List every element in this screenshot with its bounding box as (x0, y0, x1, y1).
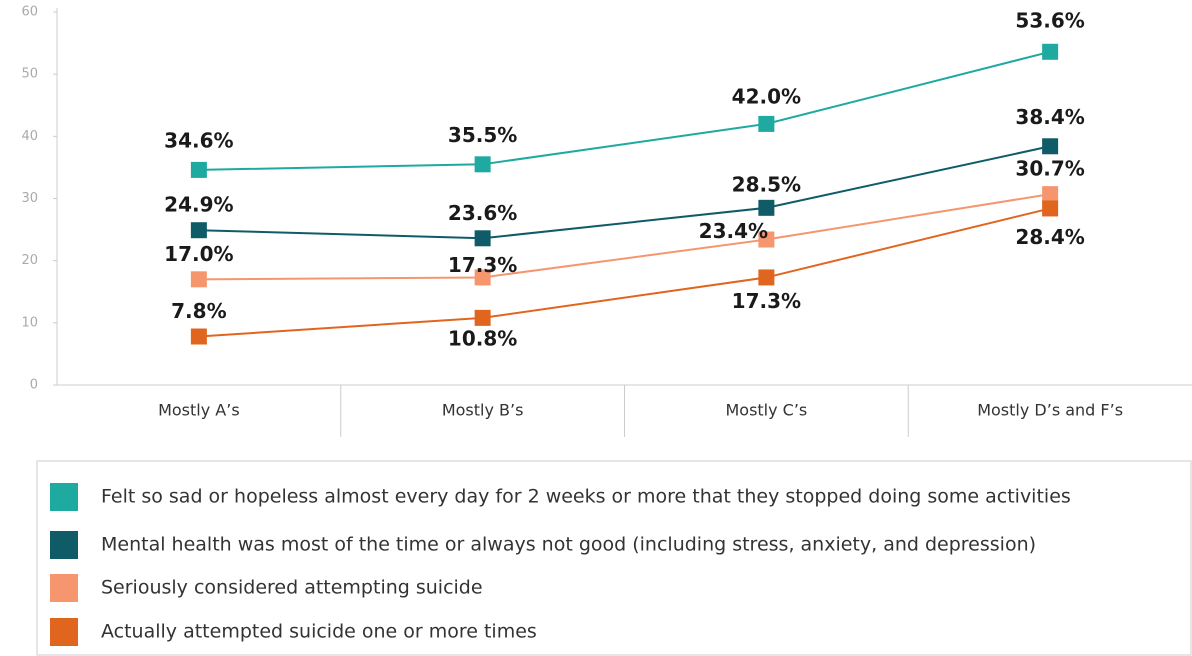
marker (190, 328, 207, 345)
legend-label: Mental health was most of the time or al… (101, 534, 1036, 556)
y-tick-label: 0 (30, 378, 38, 393)
marker (1042, 200, 1059, 217)
marker (474, 156, 491, 173)
legend-box (36, 460, 1192, 656)
marker (758, 231, 775, 248)
marker (474, 269, 491, 286)
y-tick-label: 30 (21, 191, 38, 206)
marker (1042, 138, 1059, 155)
y-tick-label: 50 (21, 67, 38, 82)
marker (1042, 186, 1059, 203)
x-tick-label: Mostly B’s (442, 401, 524, 420)
value-label: 30.7% (1015, 157, 1084, 181)
value-label: 34.6% (164, 128, 233, 152)
legend-swatch (50, 574, 78, 602)
series-line (198, 50, 1051, 171)
legend-swatch (50, 618, 78, 646)
legend-label: Seriously considered attempting suicide (101, 577, 483, 599)
marker (758, 115, 775, 132)
value-label: 23.4% (699, 219, 768, 243)
value-label: 24.9% (164, 193, 233, 217)
value-label: 10.8% (448, 326, 517, 350)
series-line (198, 193, 1051, 281)
y-tick-label: 10 (21, 315, 38, 330)
value-label: 28.4% (1015, 225, 1084, 249)
value-label: 53.6% (1015, 8, 1084, 32)
legend-label: Felt so sad or hopeless almost every day… (101, 486, 1071, 508)
legend-swatch (50, 483, 78, 511)
value-label: 23.6% (448, 201, 517, 225)
series-line (198, 207, 1051, 338)
value-label: 28.5% (732, 172, 801, 196)
value-label: 38.4% (1015, 105, 1084, 129)
marker (758, 199, 775, 216)
x-tick-label: Mostly C’s (725, 401, 807, 420)
series-line (198, 145, 1051, 240)
y-tick-label: 60 (21, 5, 38, 20)
legend-label: Actually attempted suicide one or more t… (101, 621, 537, 643)
value-label: 42.0% (732, 84, 801, 108)
marker (1042, 43, 1059, 60)
x-tick-label: Mostly A’s (158, 401, 240, 420)
marker (190, 161, 207, 178)
value-label: 17.0% (164, 242, 233, 266)
x-tick-label: Mostly D’s and F’s (977, 401, 1123, 420)
y-tick-label: 40 (21, 129, 38, 144)
value-label: 17.3% (448, 253, 517, 277)
value-label: 35.5% (448, 123, 517, 147)
marker (758, 269, 775, 286)
value-label: 17.3% (732, 289, 801, 313)
marker (474, 230, 491, 247)
y-tick-label: 20 (21, 253, 38, 268)
legend-swatch (50, 531, 78, 559)
marker (190, 222, 207, 239)
marker (474, 309, 491, 326)
marker (190, 271, 207, 288)
value-label: 7.8% (171, 299, 226, 323)
